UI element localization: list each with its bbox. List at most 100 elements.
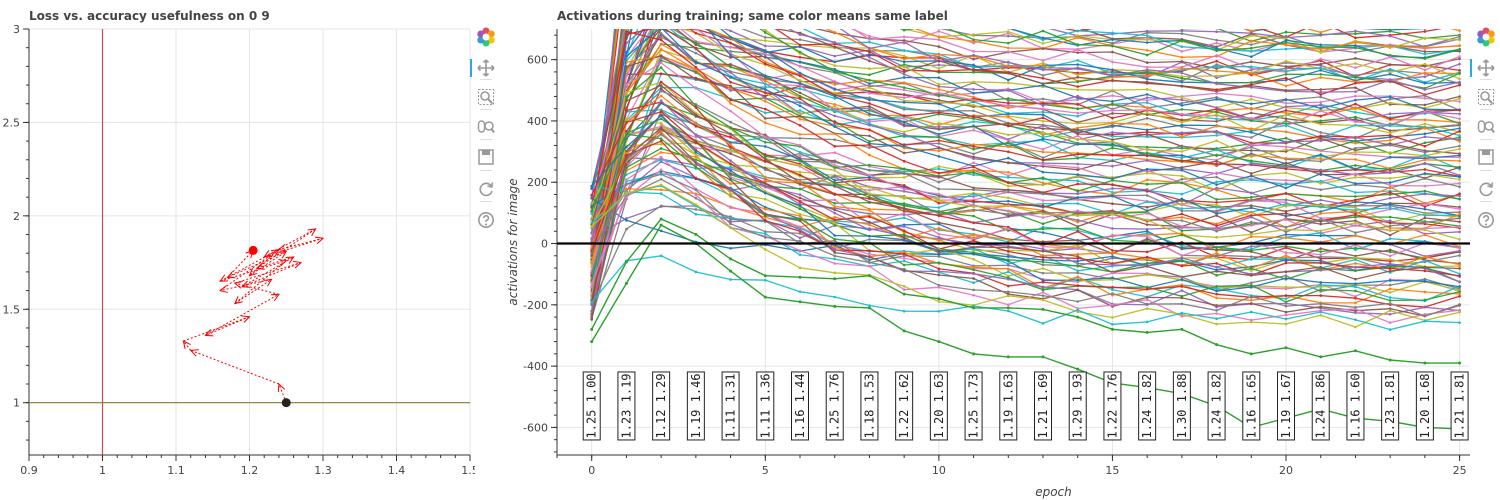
series-point: [972, 195, 975, 198]
series-point: [1388, 283, 1392, 287]
series-point: [729, 87, 732, 90]
series-point: [798, 219, 802, 223]
series-point: [659, 31, 663, 35]
series-point: [1215, 312, 1218, 315]
pan-icon[interactable]: [470, 57, 498, 79]
series-point: [695, 15, 698, 18]
series-point: [1354, 246, 1357, 250]
save-icon[interactable]: [1474, 146, 1498, 168]
series-point: [1076, 132, 1080, 136]
series-point: [868, 178, 871, 181]
series-point: [1145, 255, 1149, 259]
series-point: [1249, 224, 1253, 227]
series-point: [902, 96, 906, 100]
y-tick-label: 600: [527, 54, 548, 67]
series-point: [1076, 189, 1080, 193]
series-point: [1458, 225, 1461, 229]
series-point: [1458, 154, 1461, 157]
epoch-label-box: 1.24 1.86: [1311, 371, 1330, 441]
help-icon[interactable]: [1474, 209, 1498, 231]
series-point: [1076, 88, 1080, 92]
series-point: [1111, 41, 1114, 45]
series-point: [1319, 131, 1323, 134]
series-point: [590, 271, 594, 275]
epoch-label-box: 1.19 1.46: [686, 371, 705, 441]
series-point: [660, 4, 663, 7]
series-point: [1215, 198, 1218, 201]
series-point: [729, 98, 732, 102]
highlight-series-point: [1006, 355, 1010, 359]
series-point: [1458, 294, 1461, 298]
series-point: [729, 0, 732, 1]
series-point: [1319, 294, 1323, 297]
series-point: [902, 225, 906, 228]
series-point: [1458, 178, 1461, 181]
wheel-zoom-icon[interactable]: [1474, 116, 1498, 138]
series-point: [833, 246, 837, 249]
series-point: [937, 127, 941, 131]
help-icon[interactable]: [474, 209, 498, 231]
series-point: [659, 137, 663, 141]
series-point: [1006, 124, 1010, 128]
toolbar-separator: [480, 170, 492, 171]
series-point: [1215, 214, 1218, 217]
series-point: [660, 9, 663, 12]
series-point: [798, 225, 802, 229]
box-zoom-icon[interactable]: [474, 86, 498, 108]
series-point: [868, 128, 871, 132]
series-point: [659, 130, 663, 134]
series-point: [1423, 118, 1427, 122]
arrow-segment: [278, 237, 324, 250]
series-point: [1215, 69, 1218, 73]
series-point: [1041, 61, 1045, 65]
series-point: [1041, 163, 1045, 166]
wheel-zoom-icon[interactable]: [474, 116, 498, 138]
series-line: [591, 29, 1460, 305]
epoch-label-box: 1.19 1.67: [1277, 371, 1296, 441]
series-point: [729, 145, 732, 149]
series-line: [591, 32, 1460, 242]
series-point: [1180, 278, 1184, 281]
series-point: [1354, 311, 1357, 315]
series-point: [729, 159, 732, 162]
series-point: [1319, 95, 1323, 99]
loss-accuracy-chart[interactable]: 0.911.11.21.31.41.511.522.53: [0, 0, 476, 500]
series-point: [763, 212, 767, 216]
series-point: [1319, 21, 1322, 24]
series-point: [1319, 107, 1323, 110]
series-point: [1388, 78, 1392, 82]
series-point: [1319, 247, 1323, 250]
pan-icon[interactable]: [1470, 57, 1498, 79]
series-point: [1215, 76, 1218, 80]
reset-icon[interactable]: [474, 178, 498, 200]
series-point: [1284, 148, 1288, 151]
series-point: [1041, 176, 1045, 179]
series-point: [1388, 287, 1392, 291]
save-icon[interactable]: [474, 146, 498, 168]
series-point: [1388, 203, 1392, 206]
series-point: [972, 50, 975, 53]
series-point: [868, 188, 871, 192]
series-point: [1354, 168, 1357, 171]
series-line: [591, 125, 1460, 271]
series-point: [1215, 16, 1218, 19]
series-point: [972, 143, 975, 146]
series-point: [1041, 192, 1045, 196]
series-point: [659, 188, 663, 192]
series-point: [972, 239, 975, 242]
series-point: [972, 109, 975, 113]
series-point: [972, 233, 975, 237]
series-point: [798, 266, 802, 270]
series-point: [1458, 197, 1461, 201]
toolbar-separator: [480, 139, 492, 140]
series-point: [868, 220, 871, 224]
series-line: [591, 29, 1460, 188]
series-point: [833, 201, 837, 205]
series-point: [902, 130, 906, 134]
reset-icon[interactable]: [1474, 178, 1498, 200]
epoch-label-text: 1.20 1.63: [932, 373, 946, 438]
series-point: [1388, 143, 1392, 147]
box-zoom-icon[interactable]: [1474, 86, 1498, 108]
series-point: [1111, 88, 1114, 92]
